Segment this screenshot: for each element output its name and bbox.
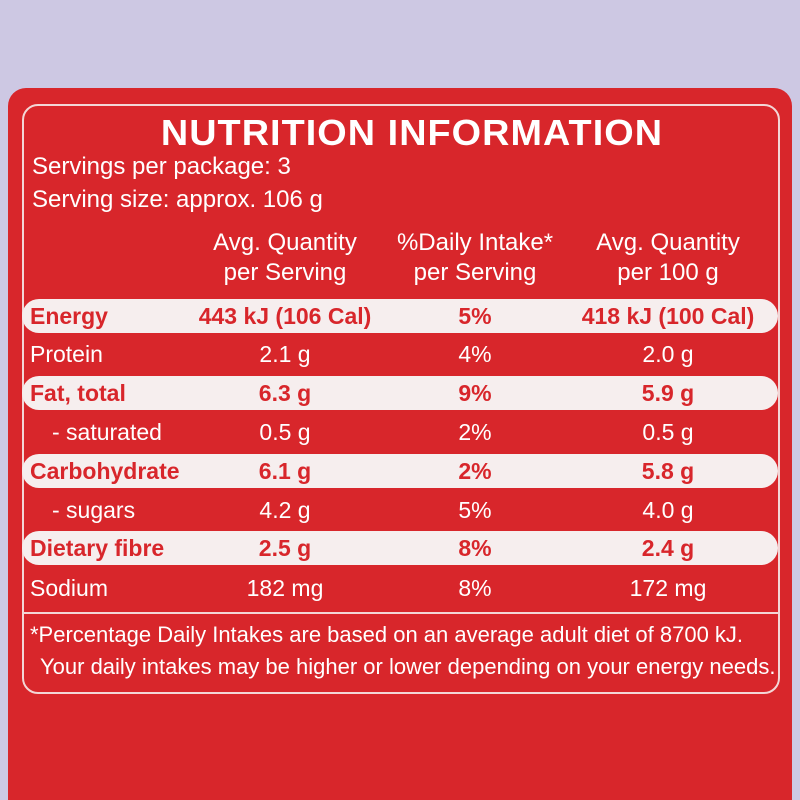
nutrient-value: 0.5 g (642, 419, 694, 445)
nutrient-value: 2.5 g (258, 535, 312, 561)
header-line: per Serving (413, 259, 537, 286)
nutrient-value: 9% (458, 380, 492, 406)
nutrient-row: Energy 443 kJ (106 Cal) 5% 418 kJ (100 Cal) (22, 299, 778, 333)
nutrient-name: Sodium (30, 575, 108, 601)
nutrient-row: - sugars 4.2 g 5% 4.0 g (22, 493, 778, 527)
column-header: %Daily Intake* per Serving (397, 228, 553, 288)
nutrient-value: 5.9 g (641, 380, 695, 406)
nutrient-value: 2.4 g (641, 535, 695, 561)
nutrient-value: 172 mg (629, 575, 707, 601)
nutrient-value: 4% (458, 341, 492, 367)
nutrient-row: Sodium 182 mg 8% 172 mg (22, 571, 778, 605)
nutrient-value: 8% (458, 575, 492, 601)
nutrient-value: 4.2 g (259, 497, 311, 523)
nutrient-row: Fat, total 6.3 g 9% 5.9 g (22, 376, 778, 410)
nutrient-name: Protein (30, 341, 103, 367)
separator (22, 612, 778, 614)
nutrient-value: 5.8 g (641, 458, 695, 484)
nutrient-value: 2% (458, 458, 492, 484)
nutrient-row: Protein 2.1 g 4% 2.0 g (22, 337, 778, 371)
nutrient-value: 5% (458, 303, 492, 329)
nutrient-value: 2% (458, 419, 492, 445)
nutrient-row: - saturated 0.5 g 2% 0.5 g (22, 415, 778, 449)
nutrient-row: Dietary fibre 2.5 g 8% 2.4 g (22, 531, 778, 565)
nutrient-name: - saturated (52, 419, 162, 445)
serving-size: Serving size: approx. 106 g (32, 186, 323, 213)
nutrient-value: 2.0 g (642, 341, 694, 367)
label-panel (8, 88, 792, 800)
nutrient-value: 5% (458, 497, 492, 523)
nutrient-value: 443 kJ (106 Cal) (198, 303, 372, 329)
column-header: Avg. Quantity per Serving (213, 228, 357, 288)
nutrient-value: 6.3 g (258, 380, 312, 406)
header-line: per Serving (223, 259, 347, 286)
footnote: *Percentage Daily Intakes are based on a… (30, 622, 744, 647)
nutrient-name: Dietary fibre (30, 535, 165, 561)
nutrient-name: Fat, total (30, 380, 126, 406)
title: NUTRITION INFORMATION (160, 112, 664, 153)
header-line: per 100 g (617, 259, 719, 286)
header-line: Avg. Quantity (596, 229, 740, 256)
nutrient-value: 6.1 g (258, 458, 312, 484)
column-header: Avg. Quantity per 100 g (596, 228, 740, 288)
nutrient-value: 4.0 g (642, 497, 694, 523)
nutrient-row: Carbohydrate 6.1 g 2% 5.8 g (22, 454, 778, 488)
nutrient-name: Energy (30, 303, 108, 329)
nutrient-name: Carbohydrate (30, 458, 180, 484)
servings: Servings per package: 3 (32, 153, 291, 180)
nutrient-value: 2.1 g (259, 341, 311, 367)
nutrient-value: 8% (458, 535, 492, 561)
footnote: Your daily intakes may be higher or lowe… (40, 654, 776, 679)
nutrient-name: - sugars (52, 497, 136, 523)
header-line: %Daily Intake* (396, 229, 554, 256)
header-line: Avg. Quantity (213, 229, 357, 256)
nutrient-value: 418 kJ (100 Cal) (581, 303, 755, 329)
nutrient-value: 0.5 g (259, 419, 311, 445)
nutrient-value: 182 mg (246, 575, 324, 601)
